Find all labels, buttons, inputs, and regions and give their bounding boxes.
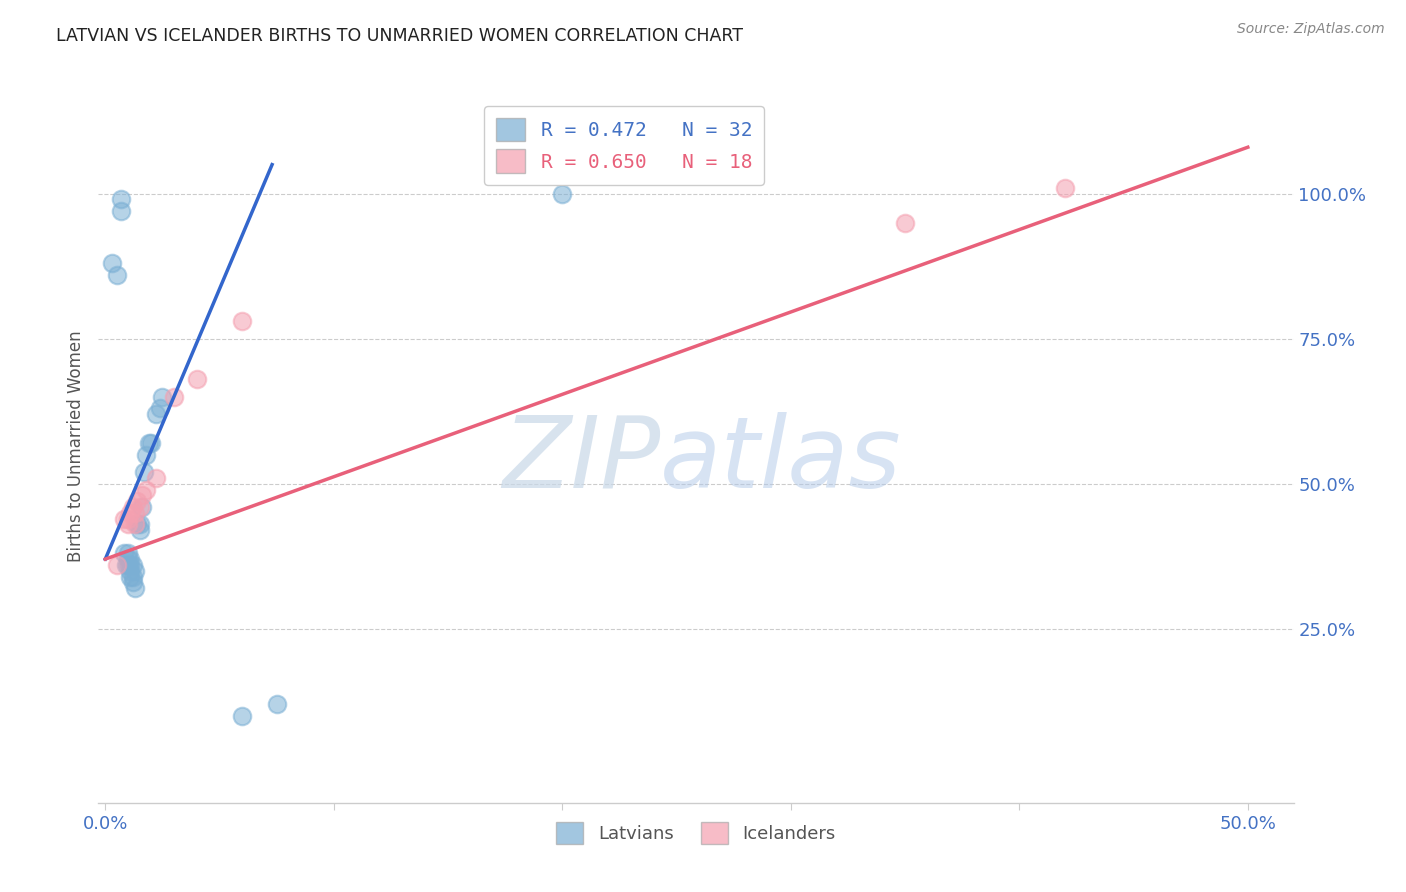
- Point: [149, 401, 172, 416]
- Point: [117, 552, 139, 566]
- Point: [124, 581, 146, 595]
- Point: [135, 448, 157, 462]
- Point: [121, 500, 143, 514]
- Point: [120, 506, 142, 520]
- Point: [124, 506, 146, 520]
- Point: [120, 558, 142, 572]
- Point: [1053, 181, 1076, 195]
- Point: [110, 204, 132, 219]
- Point: [163, 390, 186, 404]
- Point: [120, 552, 142, 566]
- Legend: Latvians, Icelanders: Latvians, Icelanders: [550, 814, 842, 851]
- Point: [551, 186, 574, 201]
- Point: [894, 216, 917, 230]
- Point: [231, 708, 253, 723]
- Point: [117, 517, 139, 532]
- Point: [117, 546, 139, 560]
- Point: [121, 575, 143, 590]
- Point: [131, 488, 153, 502]
- Point: [266, 697, 288, 711]
- Point: [115, 558, 138, 572]
- Point: [120, 569, 142, 583]
- Point: [120, 564, 142, 578]
- Point: [112, 511, 135, 525]
- Text: Source: ZipAtlas.com: Source: ZipAtlas.com: [1237, 22, 1385, 37]
- Point: [124, 564, 146, 578]
- Point: [128, 517, 150, 532]
- Point: [105, 268, 128, 282]
- Point: [117, 511, 139, 525]
- Point: [186, 372, 208, 386]
- Point: [117, 558, 139, 572]
- Point: [152, 390, 174, 404]
- Point: [139, 436, 162, 450]
- Point: [121, 558, 143, 572]
- Point: [231, 314, 253, 328]
- Point: [124, 517, 146, 532]
- Point: [135, 483, 157, 497]
- Text: ZIP: ZIP: [502, 412, 661, 508]
- Text: LATVIAN VS ICELANDER BIRTHS TO UNMARRIED WOMEN CORRELATION CHART: LATVIAN VS ICELANDER BIRTHS TO UNMARRIED…: [56, 27, 744, 45]
- Point: [112, 546, 135, 560]
- Point: [145, 407, 167, 421]
- Point: [101, 256, 124, 270]
- Point: [127, 494, 149, 508]
- Point: [128, 523, 150, 537]
- Point: [145, 471, 167, 485]
- Point: [110, 193, 132, 207]
- Point: [131, 500, 153, 514]
- Point: [105, 558, 128, 572]
- Point: [134, 465, 156, 479]
- Text: atlas: atlas: [661, 412, 901, 508]
- Y-axis label: Births to Unmarried Women: Births to Unmarried Women: [66, 330, 84, 562]
- Point: [127, 517, 149, 532]
- Point: [121, 569, 143, 583]
- Point: [128, 500, 150, 514]
- Point: [138, 436, 160, 450]
